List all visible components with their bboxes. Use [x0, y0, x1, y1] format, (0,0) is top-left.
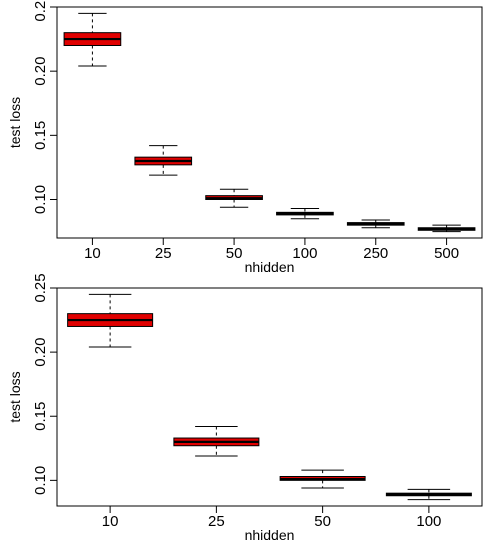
y-tick-label: 0.25 — [32, 0, 49, 22]
x-tick-label: 50 — [314, 513, 331, 530]
box-250 — [346, 219, 405, 229]
x-tick-label: 10 — [102, 513, 119, 530]
y-tick-label: 0.10 — [32, 466, 49, 495]
y-tick-label: 0.20 — [32, 57, 49, 86]
x-axis-label: nhidden — [245, 527, 295, 543]
x-tick-label: 100 — [416, 513, 441, 530]
chart-panel-bottom: 0.10 0.15 0.20 0.25 test loss 10 25 50 100 nhidde… — [7, 273, 483, 543]
box-10 — [67, 293, 154, 348]
box-500 — [417, 224, 476, 233]
box-50 — [205, 188, 263, 208]
x-tick-label: 25 — [208, 513, 225, 530]
box-25 — [173, 425, 260, 457]
y-tick-label: 0.15 — [32, 121, 49, 150]
y-tick-label: 0.20 — [32, 338, 49, 367]
y-tick-label: 0.10 — [32, 185, 49, 214]
x-tick-label: 10 — [84, 245, 101, 262]
x-tick-label: 50 — [226, 245, 243, 262]
x-axis-label: nhidden — [245, 259, 295, 275]
box-25 — [134, 145, 193, 176]
plot-frame — [56, 287, 483, 507]
box-50 — [279, 469, 366, 489]
y-tick-label: 0.25 — [32, 273, 49, 302]
x-tick-label: 100 — [292, 245, 317, 262]
y-axis-label: test loss — [7, 371, 23, 422]
x-tick-label: 25 — [155, 245, 172, 262]
x-tick-label: 500 — [434, 245, 459, 262]
y-axis-label: test loss — [7, 97, 23, 148]
chart-panel-top: 0.10 0.15 0.20 0.25 test loss 10 25 50 100 250 500… — [7, 0, 483, 275]
box-10 — [63, 12, 122, 67]
y-tick-label: 0.15 — [32, 402, 49, 431]
plot-frame — [56, 6, 483, 239]
box-100 — [276, 207, 334, 220]
x-tick-label: 250 — [363, 245, 388, 262]
box-100 — [385, 488, 472, 501]
